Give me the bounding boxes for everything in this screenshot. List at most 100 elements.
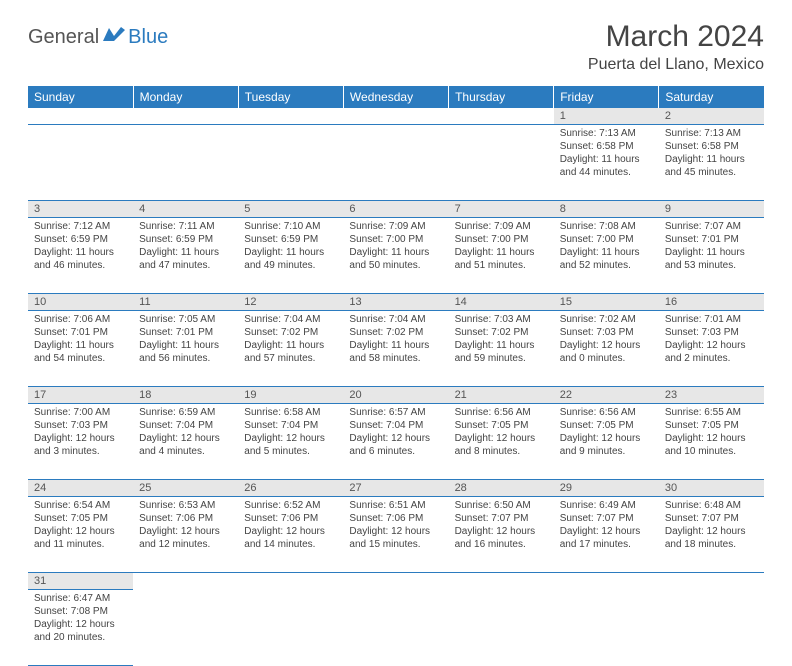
sunrise-text: Sunrise: 6:49 AM bbox=[560, 499, 653, 512]
day-number: 15 bbox=[554, 294, 659, 310]
sunrise-text: Sunrise: 7:04 AM bbox=[349, 313, 442, 326]
sunset-text: Sunset: 6:59 PM bbox=[139, 233, 232, 246]
daylight-text: Daylight: 11 hours and 54 minutes. bbox=[34, 339, 127, 365]
daylight-text: Daylight: 11 hours and 46 minutes. bbox=[34, 246, 127, 272]
day-content-cell: Sunrise: 7:07 AMSunset: 7:01 PMDaylight:… bbox=[659, 218, 764, 294]
sunset-text: Sunset: 7:05 PM bbox=[665, 419, 758, 432]
day-number: 17 bbox=[28, 387, 133, 403]
day-number-cell: 27 bbox=[343, 480, 448, 497]
day-content-cell bbox=[449, 590, 554, 666]
day-content-cell: Sunrise: 7:03 AMSunset: 7:02 PMDaylight:… bbox=[449, 311, 554, 387]
sunrise-text: Sunrise: 7:02 AM bbox=[560, 313, 653, 326]
daycontent-row: Sunrise: 6:47 AMSunset: 7:08 PMDaylight:… bbox=[28, 590, 764, 666]
sunrise-text: Sunrise: 6:58 AM bbox=[244, 406, 337, 419]
sunrise-text: Sunrise: 6:55 AM bbox=[665, 406, 758, 419]
day-content-cell: Sunrise: 7:13 AMSunset: 6:58 PMDaylight:… bbox=[659, 125, 764, 201]
day-number-cell: 5 bbox=[238, 201, 343, 218]
sunset-text: Sunset: 6:59 PM bbox=[244, 233, 337, 246]
daylight-text: Daylight: 12 hours and 10 minutes. bbox=[665, 432, 758, 458]
day-number-cell: 23 bbox=[659, 387, 764, 404]
daylight-text: Daylight: 12 hours and 12 minutes. bbox=[139, 525, 232, 551]
daylight-text: Daylight: 11 hours and 51 minutes. bbox=[455, 246, 548, 272]
day-number-cell bbox=[659, 573, 764, 590]
day-content-cell bbox=[554, 590, 659, 666]
sunrise-text: Sunrise: 7:09 AM bbox=[455, 220, 548, 233]
title-block: March 2024 Puerta del Llano, Mexico bbox=[588, 20, 764, 74]
sunset-text: Sunset: 6:58 PM bbox=[665, 140, 758, 153]
day-number-cell bbox=[343, 108, 448, 125]
day-number-cell bbox=[133, 108, 238, 125]
day-number-cell: 3 bbox=[28, 201, 133, 218]
day-number: 21 bbox=[449, 387, 554, 403]
daylight-text: Daylight: 11 hours and 58 minutes. bbox=[349, 339, 442, 365]
daylight-text: Daylight: 11 hours and 47 minutes. bbox=[139, 246, 232, 272]
day-number-cell bbox=[554, 573, 659, 590]
sunrise-text: Sunrise: 7:13 AM bbox=[560, 127, 653, 140]
day-number-cell: 10 bbox=[28, 294, 133, 311]
sunset-text: Sunset: 7:07 PM bbox=[665, 512, 758, 525]
daynum-row: 17181920212223 bbox=[28, 387, 764, 404]
day-header: Thursday bbox=[449, 86, 554, 108]
day-content: Sunrise: 6:55 AMSunset: 7:05 PMDaylight:… bbox=[659, 404, 764, 462]
day-content: Sunrise: 7:08 AMSunset: 7:00 PMDaylight:… bbox=[554, 218, 659, 276]
logo: General Blue bbox=[28, 26, 168, 49]
sunset-text: Sunset: 7:04 PM bbox=[349, 419, 442, 432]
daylight-text: Daylight: 11 hours and 50 minutes. bbox=[349, 246, 442, 272]
day-content-cell: Sunrise: 7:01 AMSunset: 7:03 PMDaylight:… bbox=[659, 311, 764, 387]
day-content-cell: Sunrise: 6:53 AMSunset: 7:06 PMDaylight:… bbox=[133, 497, 238, 573]
day-number: 8 bbox=[554, 201, 659, 217]
day-number-cell: 18 bbox=[133, 387, 238, 404]
daylight-text: Daylight: 12 hours and 6 minutes. bbox=[349, 432, 442, 458]
sunrise-text: Sunrise: 7:12 AM bbox=[34, 220, 127, 233]
day-number-cell: 16 bbox=[659, 294, 764, 311]
day-number-cell: 7 bbox=[449, 201, 554, 218]
sunrise-text: Sunrise: 7:09 AM bbox=[349, 220, 442, 233]
sunrise-text: Sunrise: 7:11 AM bbox=[139, 220, 232, 233]
daylight-text: Daylight: 11 hours and 53 minutes. bbox=[665, 246, 758, 272]
flag-icon bbox=[103, 27, 125, 41]
day-content-cell bbox=[133, 125, 238, 201]
sunset-text: Sunset: 7:02 PM bbox=[455, 326, 548, 339]
daylight-text: Daylight: 12 hours and 0 minutes. bbox=[560, 339, 653, 365]
day-header: Wednesday bbox=[343, 86, 448, 108]
daylight-text: Daylight: 11 hours and 45 minutes. bbox=[665, 153, 758, 179]
day-content: Sunrise: 6:59 AMSunset: 7:04 PMDaylight:… bbox=[133, 404, 238, 462]
daylight-text: Daylight: 12 hours and 4 minutes. bbox=[139, 432, 232, 458]
day-number-cell: 28 bbox=[449, 480, 554, 497]
day-content-cell: Sunrise: 6:52 AMSunset: 7:06 PMDaylight:… bbox=[238, 497, 343, 573]
daylight-text: Daylight: 12 hours and 20 minutes. bbox=[34, 618, 127, 644]
sunset-text: Sunset: 7:00 PM bbox=[455, 233, 548, 246]
day-number-cell bbox=[343, 573, 448, 590]
sunset-text: Sunset: 7:05 PM bbox=[34, 512, 127, 525]
sunset-text: Sunset: 7:03 PM bbox=[665, 326, 758, 339]
day-number: 12 bbox=[238, 294, 343, 310]
day-number: 7 bbox=[449, 201, 554, 217]
day-content-cell: Sunrise: 6:49 AMSunset: 7:07 PMDaylight:… bbox=[554, 497, 659, 573]
day-content: Sunrise: 7:11 AMSunset: 6:59 PMDaylight:… bbox=[133, 218, 238, 276]
day-number: 22 bbox=[554, 387, 659, 403]
daynum-row: 24252627282930 bbox=[28, 480, 764, 497]
day-content-cell: Sunrise: 7:08 AMSunset: 7:00 PMDaylight:… bbox=[554, 218, 659, 294]
daylight-text: Daylight: 11 hours and 57 minutes. bbox=[244, 339, 337, 365]
sunrise-text: Sunrise: 6:51 AM bbox=[349, 499, 442, 512]
daylight-text: Daylight: 12 hours and 5 minutes. bbox=[244, 432, 337, 458]
day-number-cell: 26 bbox=[238, 480, 343, 497]
day-number-cell: 20 bbox=[343, 387, 448, 404]
day-content: Sunrise: 7:02 AMSunset: 7:03 PMDaylight:… bbox=[554, 311, 659, 369]
day-number: 6 bbox=[343, 201, 448, 217]
day-content: Sunrise: 6:56 AMSunset: 7:05 PMDaylight:… bbox=[554, 404, 659, 462]
day-number: 2 bbox=[659, 108, 764, 124]
calendar-body: 12Sunrise: 7:13 AMSunset: 6:58 PMDayligh… bbox=[28, 108, 764, 666]
day-number: 18 bbox=[133, 387, 238, 403]
day-content: Sunrise: 6:52 AMSunset: 7:06 PMDaylight:… bbox=[238, 497, 343, 555]
day-number-cell: 13 bbox=[343, 294, 448, 311]
daylight-text: Daylight: 12 hours and 16 minutes. bbox=[455, 525, 548, 551]
sunset-text: Sunset: 6:59 PM bbox=[34, 233, 127, 246]
day-content: Sunrise: 7:13 AMSunset: 6:58 PMDaylight:… bbox=[659, 125, 764, 183]
day-content-cell bbox=[238, 125, 343, 201]
day-number-cell bbox=[449, 108, 554, 125]
sunrise-text: Sunrise: 6:59 AM bbox=[139, 406, 232, 419]
day-content-cell: Sunrise: 6:50 AMSunset: 7:07 PMDaylight:… bbox=[449, 497, 554, 573]
day-content: Sunrise: 6:54 AMSunset: 7:05 PMDaylight:… bbox=[28, 497, 133, 555]
sunset-text: Sunset: 7:04 PM bbox=[139, 419, 232, 432]
